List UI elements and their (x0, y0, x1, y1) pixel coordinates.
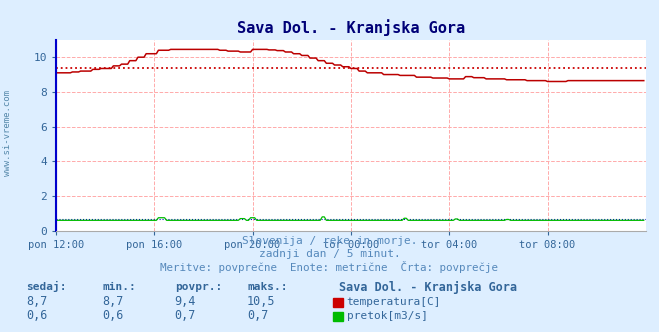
Text: zadnji dan / 5 minut.: zadnji dan / 5 minut. (258, 249, 401, 259)
Text: 8,7: 8,7 (102, 295, 123, 308)
Text: temperatura[C]: temperatura[C] (347, 297, 441, 307)
Text: maks.:: maks.: (247, 283, 287, 292)
Text: min.:: min.: (102, 283, 136, 292)
Text: pretok[m3/s]: pretok[m3/s] (347, 311, 428, 321)
Text: 9,4: 9,4 (175, 295, 196, 308)
Text: 8,7: 8,7 (26, 295, 47, 308)
Text: 0,6: 0,6 (26, 309, 47, 322)
Text: Meritve: povprečne  Enote: metrične  Črta: povprečje: Meritve: povprečne Enote: metrične Črta:… (161, 261, 498, 273)
Text: www.si-vreme.com: www.si-vreme.com (3, 90, 13, 176)
Text: Slovenija / reke in morje.: Slovenija / reke in morje. (242, 236, 417, 246)
Text: 10,5: 10,5 (247, 295, 275, 308)
Text: povpr.:: povpr.: (175, 283, 222, 292)
Title: Sava Dol. - Kranjska Gora: Sava Dol. - Kranjska Gora (237, 19, 465, 36)
Text: Sava Dol. - Kranjska Gora: Sava Dol. - Kranjska Gora (339, 281, 517, 293)
Text: sedaj:: sedaj: (26, 282, 67, 292)
Text: 0,7: 0,7 (247, 309, 268, 322)
Text: 0,7: 0,7 (175, 309, 196, 322)
Text: 0,6: 0,6 (102, 309, 123, 322)
